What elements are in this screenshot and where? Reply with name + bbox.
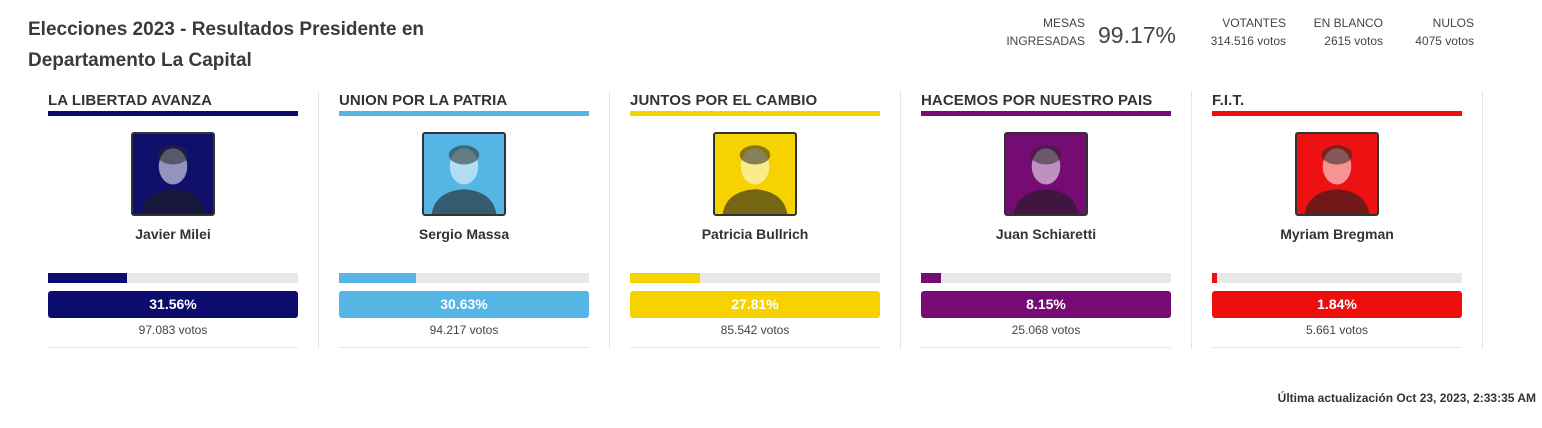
party-name: HACEMOS POR NUESTRO PAIS xyxy=(921,92,1153,109)
card-divider xyxy=(48,347,298,348)
party-color-line xyxy=(630,111,880,116)
vote-progress-bar xyxy=(1212,273,1462,283)
blanco-value: 2615 votos xyxy=(1324,34,1383,48)
title-line-2: Departamento La Capital xyxy=(28,50,252,71)
mesas-label-line2: INGRESADAS xyxy=(1006,34,1085,48)
percentage-badge: 27.81% xyxy=(630,291,880,318)
votantes-value: 314.516 votos xyxy=(1210,34,1286,48)
column-divider xyxy=(609,91,610,349)
candidate-photo xyxy=(1295,132,1379,216)
candidate-name: Javier Milei xyxy=(135,226,211,242)
column-divider xyxy=(900,91,901,349)
column-divider xyxy=(1482,91,1483,349)
card-divider xyxy=(339,347,589,348)
party-color-line xyxy=(48,111,298,116)
candidate-card[interactable]: HACEMOS POR NUESTRO PAIS Juan Schiaretti 8… xyxy=(921,91,1171,349)
percentage-badge: 1.84% xyxy=(1212,291,1462,318)
title-line-1: Elecciones 2023 - Resultados Presidente … xyxy=(28,19,425,40)
person-icon xyxy=(140,145,206,214)
person-icon xyxy=(1013,145,1079,214)
vote-progress-fill xyxy=(921,273,942,283)
card-divider xyxy=(630,347,880,348)
candidate-card[interactable]: UNION POR LA PATRIA Sergio Massa 30.63% 94.… xyxy=(339,91,589,349)
vote-progress-bar xyxy=(921,273,1171,283)
mesas-label-line1: MESAS xyxy=(1042,16,1085,30)
candidate-name: Sergio Massa xyxy=(418,226,510,242)
candidate-card[interactable]: LA LIBERTAD AVANZA Javier Milei 31.56% 97.0… xyxy=(48,91,298,349)
party-name: JUNTOS POR EL CAMBIO xyxy=(630,92,818,109)
page-title: Elecciones 2023 - Resultados Presidente … xyxy=(28,14,508,76)
percentage-badge: 8.15% xyxy=(921,291,1171,318)
candidate-photo xyxy=(1004,132,1088,216)
vote-count: 85.542 votos xyxy=(720,323,790,337)
person-icon xyxy=(1304,145,1370,214)
percentage-badge: 30.63% xyxy=(339,291,589,318)
candidate-photo xyxy=(713,132,797,216)
vote-count: 25.068 votos xyxy=(1011,323,1081,337)
card-divider xyxy=(921,347,1171,348)
votantes-label: VOTANTES xyxy=(1222,16,1286,30)
mesas-percentage: 99.17% xyxy=(1098,22,1177,48)
vote-progress-fill xyxy=(630,273,700,283)
candidate-name: Patricia Bullrich xyxy=(701,226,809,242)
vote-progress-fill xyxy=(1212,273,1217,283)
card-divider xyxy=(1212,347,1462,348)
party-color-line xyxy=(921,111,1171,116)
vote-progress-fill xyxy=(48,273,127,283)
party-name: UNION POR LA PATRIA xyxy=(339,92,508,109)
blanco-stat: EN BLANCO 2615 votos xyxy=(1300,14,1383,50)
nulos-value: 4075 votos xyxy=(1415,34,1474,48)
vote-progress-fill xyxy=(339,273,416,283)
person-icon xyxy=(722,145,788,214)
candidate-name: Myriam Bregman xyxy=(1280,226,1394,242)
blanco-label: EN BLANCO xyxy=(1313,16,1383,30)
vote-progress-bar xyxy=(48,273,298,283)
party-name: F.I.T. xyxy=(1212,92,1245,109)
last-updated: Última actualización Oct 23, 2023, 2:33:… xyxy=(1277,391,1536,405)
candidate-card[interactable]: F.I.T. Myriam Bregman 1.84% 5.661 votos xyxy=(1212,91,1462,349)
column-divider xyxy=(318,91,319,349)
party-name: LA LIBERTAD AVANZA xyxy=(48,92,213,109)
vote-count: 94.217 votos xyxy=(429,323,499,337)
column-divider xyxy=(1191,91,1192,349)
vote-count: 97.083 votos xyxy=(138,323,208,337)
vote-progress-bar xyxy=(339,273,589,283)
mesas-label: MESAS INGRESADAS xyxy=(990,14,1085,50)
party-color-line xyxy=(339,111,589,116)
votantes-stat: VOTANTES 314.516 votos xyxy=(1190,14,1286,50)
candidate-name: Juan Schiaretti xyxy=(995,226,1097,242)
summary-stats: MESAS INGRESADAS 99.17% VOTANTES 314.516… xyxy=(0,14,1542,54)
vote-count: 5.661 votos xyxy=(1305,323,1369,337)
party-color-line xyxy=(1212,111,1462,116)
vote-progress-bar xyxy=(630,273,880,283)
nulos-label: NULOS xyxy=(1432,16,1474,30)
candidate-photo xyxy=(422,132,506,216)
candidate-card[interactable]: JUNTOS POR EL CAMBIO Patricia Bullrich 27.… xyxy=(630,91,880,349)
nulos-stat: NULOS 4075 votos xyxy=(1400,14,1474,50)
percentage-badge: 31.56% xyxy=(48,291,298,318)
candidate-photo xyxy=(131,132,215,216)
person-icon xyxy=(431,145,497,214)
